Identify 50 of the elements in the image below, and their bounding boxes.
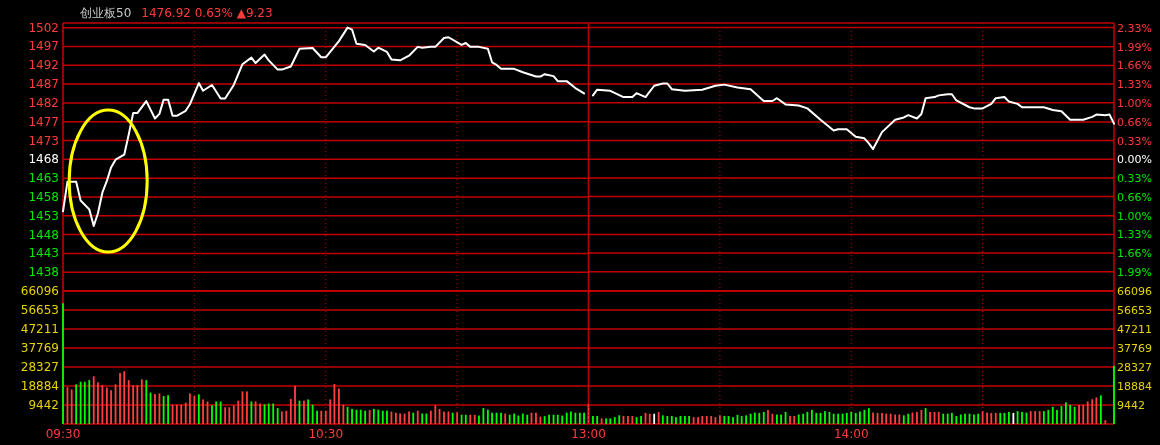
- y2-tick-label: 0.33%: [1117, 171, 1152, 185]
- y-tick-label: 1438: [28, 265, 59, 280]
- y-tick-label: 37769: [20, 341, 59, 355]
- y2-tick-label: 18884: [1117, 380, 1152, 393]
- x-tick-label: 14:00: [833, 427, 869, 441]
- y2-tick-label: 66096: [1117, 285, 1152, 298]
- y2-tick-label: 1.33%: [1117, 228, 1152, 242]
- y2-tick-label: 1.66%: [1117, 59, 1152, 73]
- chart-subtitle: 1476.92 0.63% ▲9.23: [141, 6, 273, 20]
- line-series: [62, 26, 586, 227]
- y2-tick-label: 56653: [1117, 304, 1152, 317]
- y2-tick-label: 37769: [1117, 342, 1152, 355]
- y-tick-label: 1497: [28, 39, 59, 54]
- y2-tick-label: 0.66%: [1117, 115, 1152, 129]
- y2-tick-label: 1.00%: [1117, 209, 1152, 223]
- y-tick-label: 1453: [28, 208, 59, 223]
- line-series: [591, 82, 1115, 151]
- y-tick-label: 1458: [28, 189, 59, 204]
- y-tick-label: 1482: [28, 95, 59, 110]
- y-tick-label: 9442: [28, 398, 59, 412]
- y2-tick-label: 1.66%: [1117, 247, 1152, 261]
- x-tick-label: 09:30: [45, 427, 81, 441]
- y2-tick-label: 1.33%: [1117, 78, 1152, 92]
- y-tick-label: 47211: [20, 322, 59, 336]
- y-tick-label: 1463: [28, 171, 59, 186]
- y2-tick-label: 9442: [1117, 399, 1145, 412]
- y-tick-label: 1477: [28, 114, 59, 129]
- y2-tick-label: 0.66%: [1117, 190, 1152, 204]
- x-tick-label: 10:30: [308, 427, 344, 441]
- y-tick-label: 1468: [28, 152, 59, 167]
- y-tick-label: 1443: [28, 246, 59, 261]
- x-tick-label: 13:00: [571, 427, 606, 441]
- y-tick-label: 18884: [20, 379, 59, 393]
- y-tick-label: 1492: [28, 58, 59, 73]
- y-tick-label: 1473: [28, 133, 59, 148]
- y2-tick-label: 1.99%: [1117, 265, 1152, 279]
- y2-tick-label: 2.33%: [1117, 21, 1152, 35]
- y-tick-label: 1502: [28, 20, 59, 35]
- chart-title: 创业板50: [80, 6, 132, 20]
- y2-tick-label: 0.33%: [1117, 134, 1152, 148]
- y2-tick-label: 0.00%: [1117, 153, 1152, 167]
- y2-tick-label: 47211: [1117, 323, 1152, 336]
- y2-tick-label: 28327: [1117, 361, 1152, 374]
- y2-tick-label: 1.00%: [1117, 96, 1152, 110]
- y-tick-label: 1487: [28, 77, 59, 92]
- y-tick-label: 28327: [20, 360, 59, 374]
- y-tick-label: 66096: [20, 284, 59, 298]
- y2-tick-label: 1.99%: [1117, 40, 1152, 54]
- y-tick-label: 56653: [20, 303, 59, 317]
- y-tick-label: 1448: [28, 227, 59, 242]
